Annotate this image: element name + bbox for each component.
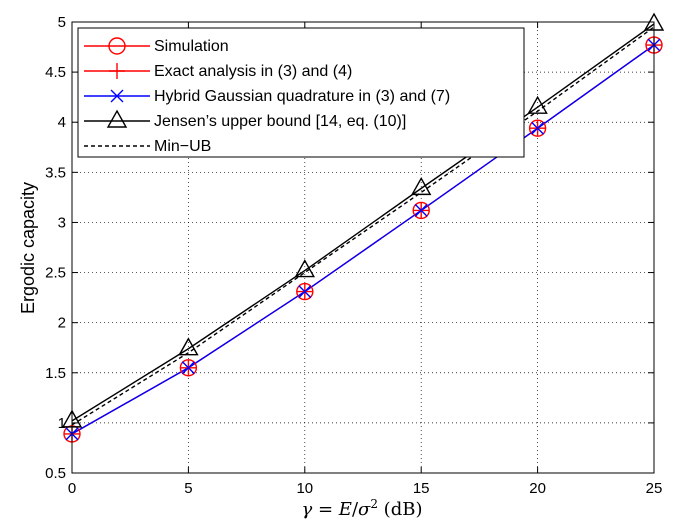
plot-frame bbox=[71, 21, 655, 474]
y-tick-label: 4.5 bbox=[45, 64, 66, 81]
data-point-hybrid-gaussian bbox=[298, 285, 312, 299]
x-axis-label-gamma: γ bbox=[302, 499, 313, 520]
legend-marker-jensen-bound bbox=[106, 109, 128, 128]
legend: Simulation Exact analysis in (3) and (4)… bbox=[77, 27, 525, 158]
x-axis-label-sigma: σ bbox=[358, 499, 371, 520]
y-tick-labels: 0.5 1 1.5 2 2.5 3 3.5 4 4.5 5 bbox=[45, 14, 66, 482]
legend-entry-simulation: Simulation bbox=[154, 38, 229, 55]
data-point-hybrid-gaussian bbox=[531, 121, 545, 135]
data-point-jensen-bound bbox=[527, 95, 548, 114]
x-tick-label: 10 bbox=[296, 480, 313, 497]
data-point-jensen-bound bbox=[178, 337, 199, 356]
y-tick-label: 4 bbox=[58, 114, 66, 131]
y-axis-label: Ergodic capacity bbox=[18, 182, 38, 314]
y-tick-label: 3 bbox=[58, 214, 66, 231]
x-tick-label: 5 bbox=[184, 480, 192, 497]
data-point-hybrid-gaussian bbox=[181, 361, 195, 375]
x-tick-label: 15 bbox=[413, 480, 430, 497]
series-line-jensen-bound bbox=[71, 23, 655, 422]
x-axis-label-equals: = bbox=[312, 499, 339, 520]
series-line-min-ub bbox=[71, 26, 655, 426]
x-axis-label: γ = E/σ2 (dB) bbox=[302, 497, 423, 520]
legend-symbols bbox=[84, 37, 150, 147]
grid-lines bbox=[72, 22, 654, 473]
data-point-jensen-bound bbox=[294, 259, 315, 278]
legend-marker-exact-analysis bbox=[109, 63, 125, 79]
legend-entry-min-ub: Min−UB bbox=[154, 138, 211, 155]
y-tick-label: 2.5 bbox=[45, 265, 66, 282]
legend-entry-jensen-bound: Jensen’s upper bound [14, eq. (10)] bbox=[154, 113, 406, 130]
legend-marker-simulation bbox=[108, 37, 126, 55]
x-axis-label-slash: / bbox=[352, 499, 359, 520]
legend-marker-hybrid-gaussian bbox=[110, 89, 124, 103]
x-axis-label-exponent: 2 bbox=[370, 497, 378, 511]
x-tick-labels: 0 5 10 15 20 25 bbox=[68, 480, 663, 497]
series-layer bbox=[71, 23, 655, 435]
axis-ticks bbox=[71, 21, 655, 474]
x-tick-label: 25 bbox=[646, 480, 663, 497]
series-line-hybrid-gaussian bbox=[71, 44, 655, 435]
legend-box bbox=[77, 27, 525, 158]
x-axis-label-unit: (dB) bbox=[378, 499, 423, 520]
y-tick-label: 1.5 bbox=[45, 365, 66, 382]
x-tick-label: 20 bbox=[529, 480, 546, 497]
data-point-jensen-bound bbox=[411, 176, 432, 196]
y-tick-label: 1 bbox=[58, 415, 66, 432]
data-point-hybrid-gaussian bbox=[414, 203, 428, 217]
legend-entry-exact-analysis: Exact analysis in (3) and (4) bbox=[154, 63, 352, 80]
y-tick-label: 5 bbox=[58, 14, 66, 31]
legend-entry-hybrid-gaussian: Hybrid Gaussian quadrature in (3) and (7… bbox=[154, 88, 450, 105]
y-tick-label: 3.5 bbox=[45, 164, 66, 181]
x-axis-label-energy: E bbox=[338, 499, 352, 520]
y-tick-label: 2 bbox=[58, 315, 66, 332]
y-tick-label: 0.5 bbox=[45, 465, 66, 482]
x-tick-label: 0 bbox=[68, 480, 76, 497]
